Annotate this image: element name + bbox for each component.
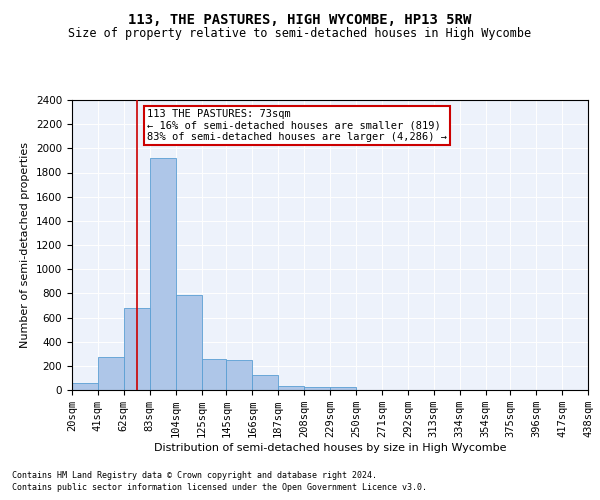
Text: 113 THE PASTURES: 73sqm
← 16% of semi-detached houses are smaller (819)
83% of s: 113 THE PASTURES: 73sqm ← 16% of semi-de… bbox=[147, 108, 447, 142]
Bar bbox=[330, 387, 356, 390]
Text: Size of property relative to semi-detached houses in High Wycombe: Size of property relative to semi-detach… bbox=[68, 28, 532, 40]
Bar bbox=[98, 358, 124, 390]
Text: Contains HM Land Registry data © Crown copyright and database right 2024.: Contains HM Land Registry data © Crown c… bbox=[12, 470, 377, 480]
Bar bbox=[150, 158, 176, 390]
Text: 113, THE PASTURES, HIGH WYCOMBE, HP13 5RW: 113, THE PASTURES, HIGH WYCOMBE, HP13 5R… bbox=[128, 12, 472, 26]
Bar bbox=[278, 386, 304, 390]
Bar bbox=[202, 359, 226, 390]
Bar bbox=[176, 294, 202, 390]
Bar bbox=[72, 384, 98, 390]
Bar bbox=[124, 308, 150, 390]
Text: Contains public sector information licensed under the Open Government Licence v3: Contains public sector information licen… bbox=[12, 483, 427, 492]
Bar bbox=[252, 375, 278, 390]
Y-axis label: Number of semi-detached properties: Number of semi-detached properties bbox=[20, 142, 31, 348]
Bar bbox=[226, 360, 252, 390]
Bar bbox=[304, 387, 330, 390]
X-axis label: Distribution of semi-detached houses by size in High Wycombe: Distribution of semi-detached houses by … bbox=[154, 443, 506, 453]
